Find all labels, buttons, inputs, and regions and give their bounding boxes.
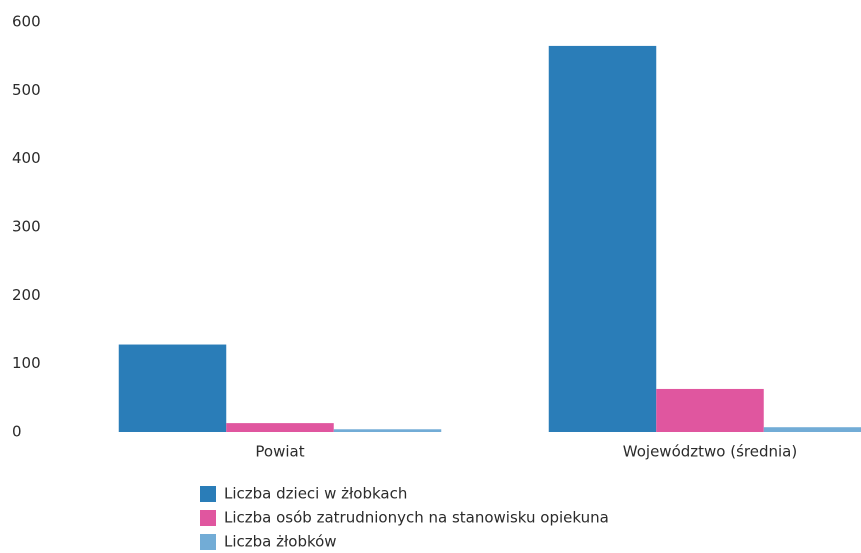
legend-swatch [200,534,216,550]
bar [226,423,334,432]
x-tick-label: Województwo (średnia) [623,443,797,461]
bar [763,427,861,432]
y-tick-label: 200 [12,286,41,304]
y-tick-label: 300 [12,218,41,236]
bar [548,45,657,433]
y-tick-label: 400 [12,149,41,167]
y-tick-label: 600 [12,13,41,31]
bar [118,344,227,432]
bar [333,429,442,432]
legend-swatch [200,486,216,502]
legend-label: Liczba żłobków [224,533,337,551]
x-tick-label: Powiat [255,443,304,461]
legend-swatch [200,510,216,526]
bar [656,388,764,432]
y-tick-label: 500 [12,81,41,99]
y-tick-label: 100 [12,354,41,372]
legend-label: Liczba osób zatrudnionych na stanowisku … [224,509,609,527]
legend-label: Liczba dzieci w żłobkach [224,485,407,503]
y-tick-label: 0 [12,423,22,441]
